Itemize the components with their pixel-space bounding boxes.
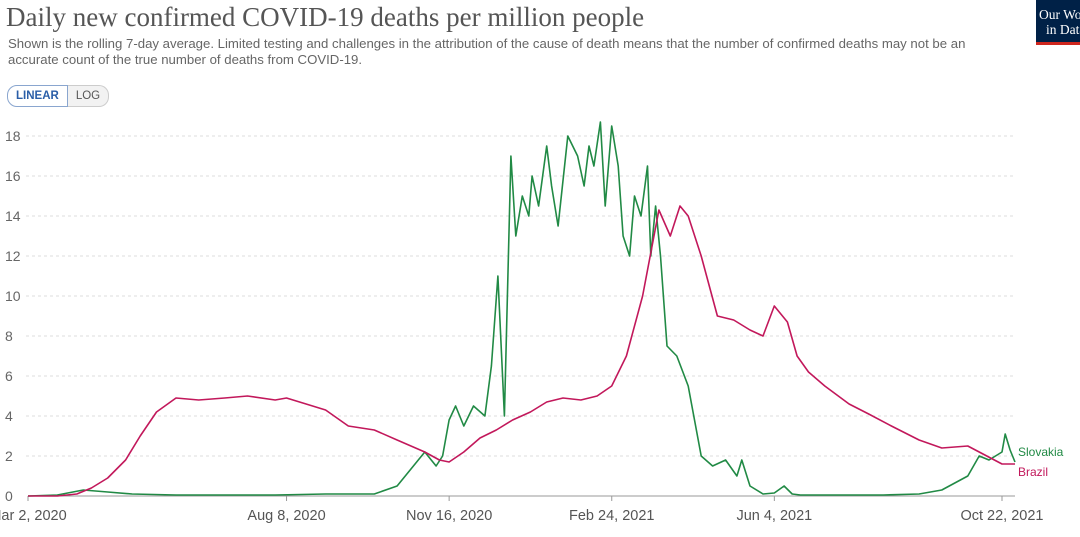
chart-subtitle: Shown is the rolling 7-day average. Limi… xyxy=(8,36,966,67)
log-scale-button[interactable]: LOG xyxy=(67,85,110,107)
owid-logo[interactable]: Our World in Data xyxy=(1036,0,1080,45)
x-tick-label: Feb 24, 2021 xyxy=(569,508,654,524)
x-tick-label: Jun 4, 2021 xyxy=(736,508,812,524)
y-tick-label: 12 xyxy=(5,248,21,264)
y-tick-label: 16 xyxy=(5,168,21,184)
y-tick-label: 10 xyxy=(5,288,21,304)
y-tick-label: 0 xyxy=(5,488,13,504)
logo-line-2: in Data xyxy=(1046,22,1080,37)
grid-lines xyxy=(26,135,1015,457)
x-axis: Mar 2, 2020 Aug 8, 2020 Nov 16, 2020 Feb 24… xyxy=(0,495,1044,524)
y-tick-label: 14 xyxy=(5,208,21,224)
x-tick-label: Nov 16, 2020 xyxy=(406,508,492,524)
y-tick-label: 4 xyxy=(5,408,13,424)
x-tick-label: Oct 22, 2021 xyxy=(960,508,1043,524)
series-line-brazil xyxy=(28,205,1015,497)
y-axis: 0 2 4 6 8 10 12 14 16 18 xyxy=(5,128,21,504)
x-tick-label: Aug 8, 2020 xyxy=(247,508,325,524)
y-tick-label: 2 xyxy=(5,448,13,464)
x-tick-label: Mar 2, 2020 xyxy=(0,508,67,524)
series-lines xyxy=(27,121,1016,497)
logo-line-1: Our World xyxy=(1039,7,1080,22)
linear-scale-button[interactable]: LINEAR xyxy=(7,85,68,107)
series-line-slovakia xyxy=(27,121,1016,497)
series-label-slovakia: Slovakia xyxy=(1018,445,1064,459)
line-chart: 0 2 4 6 8 10 12 14 16 18 Mar 2, 2020 Aug 8, 2020 No… xyxy=(0,121,1064,524)
series-label-brazil: Brazil xyxy=(1018,465,1048,479)
chart-title: Daily new confirmed COVID-19 deaths per … xyxy=(6,2,645,32)
y-tick-label: 6 xyxy=(5,368,13,384)
y-tick-label: 8 xyxy=(5,328,13,344)
scale-toggle: LINEAR LOG xyxy=(7,85,110,107)
y-tick-label: 18 xyxy=(5,128,21,144)
series-labels: Slovakia Brazil xyxy=(1018,445,1064,479)
